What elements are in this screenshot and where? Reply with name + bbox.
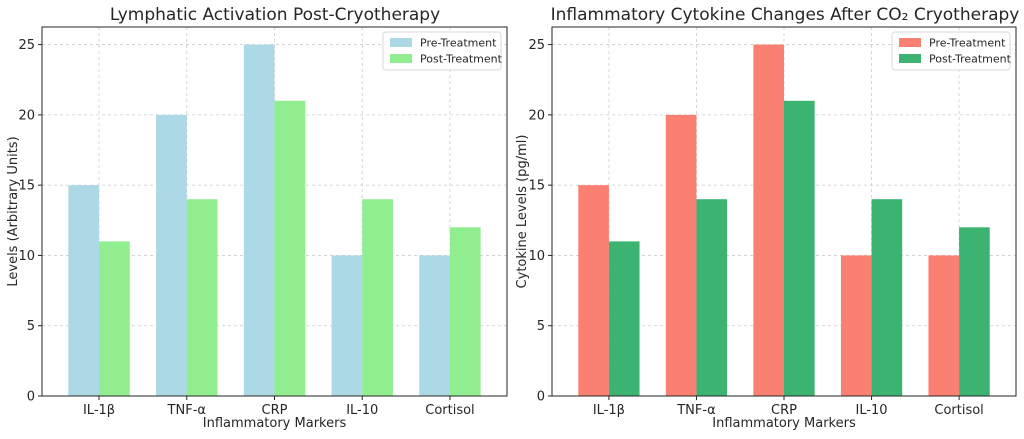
y-tick-label: 10 [18, 249, 35, 264]
x-tick-label: TNF-α [167, 403, 206, 418]
legend-swatch [390, 38, 412, 47]
chart-title: Lymphatic Activation Post-Cryotherapy [110, 5, 440, 25]
y-tick-label: 5 [27, 319, 35, 334]
bar-pre-treatment-1 [68, 185, 100, 396]
bar-post-treatment-2 [186, 199, 218, 396]
y-axis-label: Cytokine Levels (pg/ml) [515, 135, 530, 289]
bar-post-treatment-1 [99, 241, 130, 396]
x-tick-label: TNF-α [676, 403, 715, 418]
y-tick-label: 15 [528, 179, 545, 194]
bar-pre-treatment-2 [156, 114, 187, 396]
bar-pre-treatment-2 [665, 114, 697, 396]
bar-post-treatment-3 [784, 100, 815, 397]
chart-panel-1: 0 5 10 15 20 25 IL-1β TNF-α CRP IL-10 Cortisol Lymp… [6, 5, 508, 431]
legend-swatch [390, 54, 412, 63]
bar-post-treatment-2 [696, 199, 728, 396]
y-tick-label: 25 [528, 38, 545, 53]
x-tick-label: CRP [262, 403, 288, 418]
y-tick-label: 20 [18, 108, 35, 123]
x-tick-label: IL-1β [593, 403, 625, 418]
chart-title: Inflammatory Cytokine Changes After CO₂ … [551, 5, 1020, 25]
bar-post-treatment-5 [959, 227, 990, 396]
x-tick-label: IL-1β [83, 403, 115, 418]
legend-label: Post-Treatment [929, 53, 1012, 66]
y-tick-label: 10 [528, 249, 545, 264]
x-axis-label: Inflammatory Markers [203, 416, 347, 431]
legend-box [891, 31, 1011, 71]
x-tick-label: Cortisol [425, 403, 474, 418]
bar-post-treatment-4 [871, 199, 903, 396]
chart-panel-2: 0 5 10 15 20 25 IL-1β TNF-α CRP IL-10 Cortisol Infl… [515, 5, 1019, 431]
legend-swatch [899, 54, 921, 63]
legend-swatch [899, 38, 921, 47]
y-tick-label: 25 [18, 38, 35, 53]
legend-label: Pre-Treatment [929, 37, 1006, 50]
x-tick-label: IL-10 [346, 403, 378, 418]
bar-post-treatment-3 [274, 100, 306, 397]
x-axis-label: Inflammatory Markers [712, 416, 856, 431]
y-tick-label: 0 [537, 390, 545, 405]
bar-pre-treatment-3 [243, 44, 275, 396]
y-axis-label: Levels (Arbitrary Units) [6, 136, 21, 286]
bar-pre-treatment-4 [331, 255, 363, 396]
bar-pre-treatment-1 [578, 185, 609, 396]
bar-pre-treatment-4 [840, 255, 872, 396]
y-tick-label: 5 [537, 319, 545, 334]
x-tick-label: IL-10 [856, 403, 888, 418]
bar-post-treatment-5 [449, 227, 481, 396]
y-tick-label: 0 [27, 390, 35, 405]
x-tick-label: Cortisol [934, 403, 983, 418]
bar-pre-treatment-3 [753, 44, 784, 396]
legend: Pre-Treatment Post-Treatment [891, 31, 1012, 71]
bar-post-treatment-1 [608, 241, 640, 396]
legend-label: Pre-Treatment [420, 37, 497, 50]
y-tick-label: 15 [18, 179, 35, 194]
x-tick-label: CRP [771, 403, 797, 418]
legend-label: Post-Treatment [420, 53, 503, 66]
bar-post-treatment-4 [362, 199, 393, 396]
legend: Pre-Treatment Post-Treatment [382, 31, 503, 71]
bar-pre-treatment-5 [928, 255, 960, 396]
y-tick-label: 20 [528, 108, 545, 123]
bar-pre-treatment-5 [419, 255, 450, 396]
legend-box [382, 31, 502, 71]
